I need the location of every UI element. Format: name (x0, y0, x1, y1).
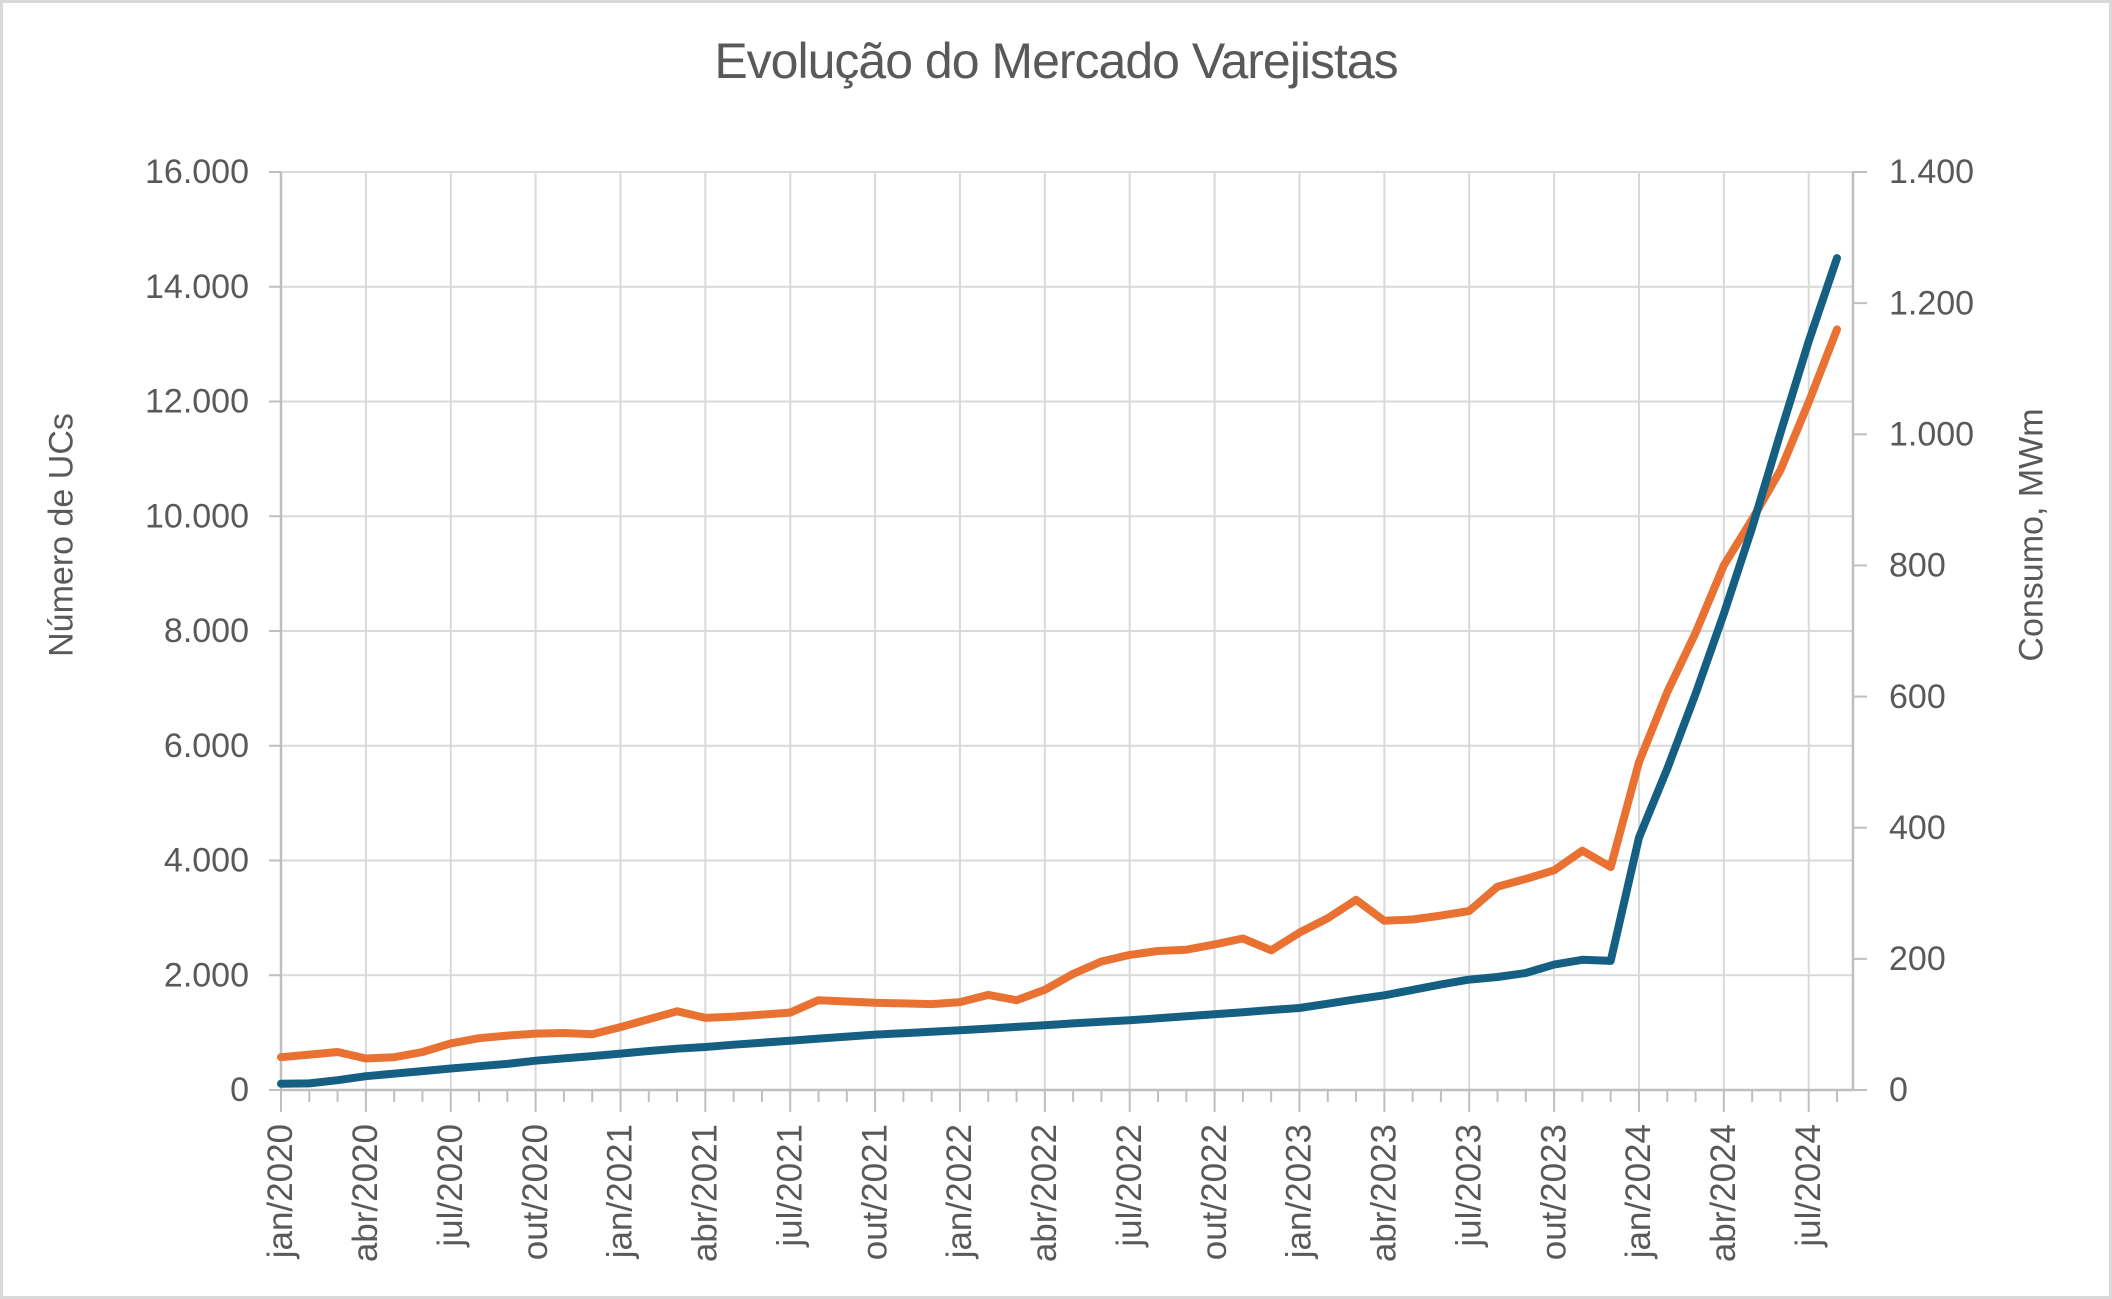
y-axis-left-label: 4.000 (164, 842, 249, 880)
x-axis-label: out/2023 (1534, 1124, 1573, 1260)
x-axis-label: abr/2022 (1025, 1124, 1064, 1262)
x-axis-label: abr/2020 (346, 1124, 385, 1262)
x-axis-label: jan/2020 (261, 1124, 300, 1259)
x-axis-label: out/2022 (1195, 1124, 1234, 1260)
y-axis-left-label: 6.000 (164, 727, 249, 765)
y-axis-right-label: 200 (1889, 940, 1946, 978)
y-axis-left-label: 2.000 (164, 956, 249, 994)
consumo-series-line (277, 325, 1841, 1063)
x-axis-label: jan/2023 (1280, 1124, 1319, 1259)
x-axis-label: jan/2021 (601, 1124, 640, 1259)
x-axis-label: jul/2023 (1449, 1124, 1488, 1248)
y-axis-left-label: 12.000 (145, 383, 249, 421)
y-axis-left-label: 8.000 (164, 612, 249, 650)
x-axis-label: jul/2024 (1789, 1124, 1828, 1248)
x-axis-label: abr/2021 (686, 1124, 725, 1262)
y-axis-left-label: 16.000 (145, 153, 249, 191)
y-axis-right-label: 600 (1889, 678, 1946, 716)
x-axis-label: jul/2021 (770, 1124, 809, 1248)
y-axis-left-label: 10.000 (145, 497, 249, 535)
y-axis-left-label: 14.000 (145, 268, 249, 306)
chart-title: Evolução do Mercado Varejistas (714, 33, 1398, 89)
y-axis-left-label: 0 (230, 1071, 249, 1109)
x-axis-label: jan/2022 (940, 1124, 979, 1259)
x-axis-label: jan/2024 (1619, 1124, 1658, 1259)
y-axis-right-label: 1.200 (1889, 284, 1974, 322)
y-axis-right-label: 1.000 (1889, 416, 1974, 454)
x-axis-label: out/2020 (516, 1124, 555, 1260)
ucs-series-line (277, 254, 1841, 1088)
x-axis-label: out/2021 (855, 1124, 894, 1260)
y-axis-right-label: 400 (1889, 809, 1946, 847)
x-axis-label: jul/2020 (431, 1124, 470, 1248)
y-axis-right-label: 0 (1889, 1071, 1908, 1109)
y-axis-right-label: 800 (1889, 547, 1946, 585)
x-axis-label: abr/2024 (1704, 1124, 1743, 1262)
y-axis-right-label: 1.400 (1889, 153, 1974, 191)
x-axis-label: abr/2023 (1365, 1124, 1404, 1262)
x-axis-label: jul/2022 (1110, 1124, 1149, 1248)
